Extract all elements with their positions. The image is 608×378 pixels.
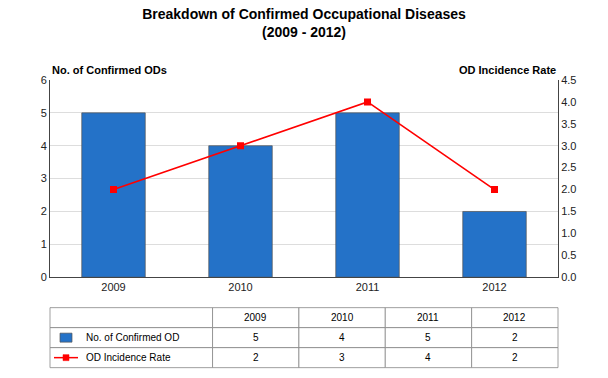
svg-text:5: 5 — [41, 107, 47, 119]
svg-text:1: 1 — [41, 238, 47, 250]
svg-text:2: 2 — [41, 205, 47, 217]
svg-text:OD Incidence Rate: OD Incidence Rate — [459, 64, 556, 76]
svg-text:3.0: 3.0 — [561, 140, 576, 152]
svg-text:No. of Confirmed OD: No. of Confirmed OD — [86, 332, 179, 343]
svg-text:4: 4 — [425, 352, 431, 363]
svg-text:0: 0 — [41, 271, 47, 283]
svg-text:5: 5 — [253, 332, 259, 343]
svg-text:2011: 2011 — [356, 281, 380, 293]
svg-text:5: 5 — [425, 332, 431, 343]
svg-text:4: 4 — [41, 140, 47, 152]
svg-text:6: 6 — [41, 74, 47, 86]
svg-text:1.0: 1.0 — [561, 227, 576, 239]
svg-text:2009: 2009 — [101, 281, 125, 293]
svg-text:2010: 2010 — [228, 281, 252, 293]
svg-text:2: 2 — [253, 352, 259, 363]
svg-text:4: 4 — [339, 332, 345, 343]
svg-text:2: 2 — [512, 332, 518, 343]
svg-text:2: 2 — [512, 352, 518, 363]
svg-text:4.5: 4.5 — [561, 74, 576, 86]
svg-text:OD Incidence Rate: OD Incidence Rate — [86, 352, 171, 363]
svg-text:Breakdown of Confirmed Occupat: Breakdown of Confirmed Occupational Dise… — [142, 6, 466, 40]
svg-text:0.0: 0.0 — [561, 271, 576, 283]
svg-text:0.5: 0.5 — [561, 249, 576, 261]
svg-text:2010: 2010 — [331, 312, 354, 323]
svg-text:3: 3 — [339, 352, 345, 363]
svg-text:2011: 2011 — [417, 312, 439, 323]
svg-text:No. of Confirmed ODs: No. of Confirmed ODs — [52, 64, 167, 76]
svg-text:3.5: 3.5 — [561, 118, 576, 130]
svg-text:3: 3 — [41, 172, 47, 184]
svg-text:2.0: 2.0 — [561, 183, 576, 195]
svg-text:2009: 2009 — [244, 312, 267, 323]
svg-text:4.0: 4.0 — [561, 96, 576, 108]
svg-text:2.5: 2.5 — [561, 161, 576, 173]
svg-text:1.5: 1.5 — [561, 205, 576, 217]
svg-text:2012: 2012 — [482, 281, 506, 293]
svg-text:2012: 2012 — [503, 312, 526, 323]
